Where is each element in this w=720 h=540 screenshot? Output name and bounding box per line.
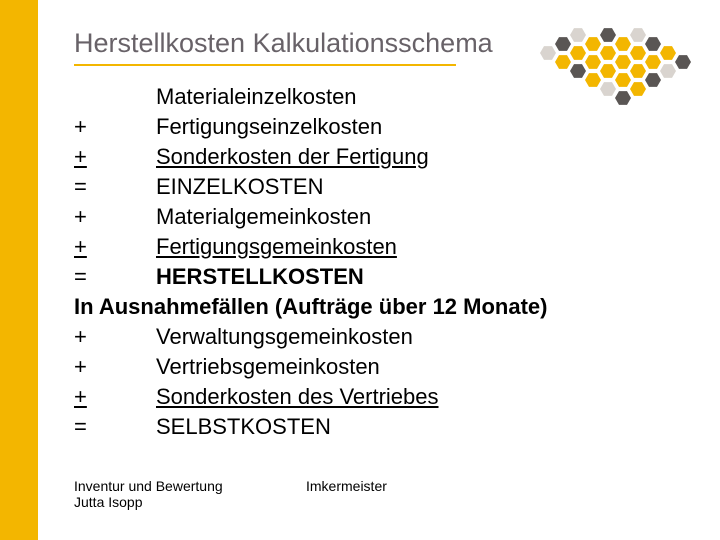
exception-note: In Ausnahmefällen (Aufträge über 12 Mona… (74, 292, 674, 322)
cost-item: Sonderkosten des Vertriebes (156, 382, 674, 412)
hex-cell (615, 55, 631, 69)
operator: + (74, 322, 156, 352)
cost-item: EINZELKOSTEN (156, 172, 674, 202)
operator: = (74, 262, 156, 292)
schema-row: +Verwaltungsgemeinkosten (74, 322, 674, 352)
hex-cell (630, 64, 646, 78)
hex-cell (540, 46, 556, 60)
title-underline (74, 64, 456, 66)
cost-item: Vertriebsgemeinkosten (156, 352, 674, 382)
hex-cell (570, 28, 586, 42)
hex-cell (615, 37, 631, 51)
operator: + (74, 232, 156, 262)
hex-cell (555, 37, 571, 51)
hex-cell (645, 55, 661, 69)
cost-item: Materialeinzelkosten (156, 82, 674, 112)
operator: + (74, 382, 156, 412)
schema-row: =HERSTELLKOSTEN (74, 262, 674, 292)
schema-row: +Sonderkosten des Vertriebes (74, 382, 674, 412)
hex-cell (570, 64, 586, 78)
operator: = (74, 412, 156, 442)
schema-row: +Vertriebsgemeinkosten (74, 352, 674, 382)
hex-cell (600, 28, 616, 42)
hex-cell (630, 28, 646, 42)
hex-cell (675, 55, 691, 69)
cost-item: SELBSTKOSTEN (156, 412, 674, 442)
cost-item: Fertigungsgemeinkosten (156, 232, 674, 262)
accent-sidebar (0, 0, 38, 540)
footer-topic: Inventur und Bewertung (74, 478, 306, 494)
page-title: Herstellkosten Kalkulationsschema (74, 28, 493, 59)
hex-cell (600, 64, 616, 78)
hex-cell (630, 46, 646, 60)
schema-row: +Sonderkosten der Fertigung (74, 142, 674, 172)
operator: + (74, 352, 156, 382)
schema-row: =EINZELKOSTEN (74, 172, 674, 202)
hex-cell (600, 46, 616, 60)
operator (74, 82, 156, 112)
operator: + (74, 112, 156, 142)
hex-cell (585, 37, 601, 51)
cost-item: Fertigungseinzelkosten (156, 112, 674, 142)
footer-author: Jutta Isopp (74, 494, 306, 510)
hex-cell (660, 64, 676, 78)
hex-cell (645, 37, 661, 51)
hex-cell (585, 55, 601, 69)
cost-item: HERSTELLKOSTEN (156, 262, 674, 292)
calculation-schema: Materialeinzelkosten+Fertigungseinzelkos… (74, 82, 674, 442)
operator: + (74, 142, 156, 172)
schema-row: +Materialgemeinkosten (74, 202, 674, 232)
cost-item: Verwaltungsgemeinkosten (156, 322, 674, 352)
hex-cell (660, 46, 676, 60)
hex-cell (570, 46, 586, 60)
cost-item: Sonderkosten der Fertigung (156, 142, 674, 172)
hex-cell (555, 55, 571, 69)
operator: + (74, 202, 156, 232)
cost-item: Materialgemeinkosten (156, 202, 674, 232)
schema-row: +Fertigungsgemeinkosten (74, 232, 674, 262)
schema-row: Materialeinzelkosten (74, 82, 674, 112)
schema-row: +Fertigungseinzelkosten (74, 112, 674, 142)
slide-footer: Inventur und Bewertung Jutta Isopp Imker… (74, 478, 674, 510)
operator: = (74, 172, 156, 202)
footer-role: Imkermeister (306, 478, 387, 510)
schema-row: =SELBSTKOSTEN (74, 412, 674, 442)
